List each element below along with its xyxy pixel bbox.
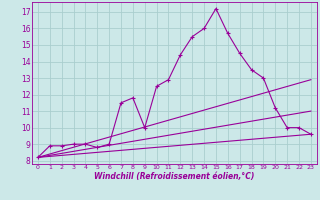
X-axis label: Windchill (Refroidissement éolien,°C): Windchill (Refroidissement éolien,°C)	[94, 172, 255, 181]
